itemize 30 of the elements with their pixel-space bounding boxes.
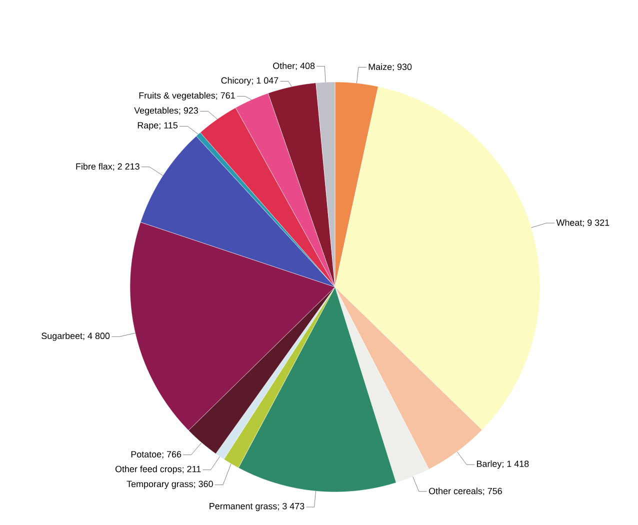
slice-label: Sugarbeet xyxy=(42,332,82,341)
data-label: ; 1 418 xyxy=(502,460,529,468)
slice-label: Wheat xyxy=(556,219,582,226)
slice-label: Barley xyxy=(476,460,502,469)
slice-label: Potatoe xyxy=(131,451,162,458)
slice-label: Fruits & vegetables xyxy=(139,92,216,100)
data-label: ; 2 213 xyxy=(113,163,140,171)
data-label: ; 756 xyxy=(483,488,502,496)
data-label: ; 408 xyxy=(296,62,315,70)
data-label: ; 360 xyxy=(194,480,213,488)
slice-label: Maize xyxy=(368,63,392,70)
data-label: ; 761 xyxy=(216,92,235,100)
slice-label: Vegetables xyxy=(134,107,178,116)
slice-label: Temporary grass xyxy=(126,480,194,489)
slice-label: Rape xyxy=(138,122,158,130)
slice-label: Other xyxy=(273,62,295,69)
data-label: ; 9 321 xyxy=(582,219,610,227)
data-label: ; 923 xyxy=(179,107,198,115)
data-label: ; 766 xyxy=(162,451,182,459)
slice-label: Fibre flax xyxy=(76,163,112,170)
data-label: ; 3 473 xyxy=(278,502,304,510)
slice-label: Other cereals xyxy=(429,488,482,494)
slice-label: Chicory xyxy=(221,77,252,86)
slice-label: Other feed crops xyxy=(115,466,182,474)
data-label: ; 1 047 xyxy=(252,77,278,85)
data-label: ; 115 xyxy=(159,122,178,130)
slice-label: Permanent grass xyxy=(210,503,277,512)
data-label: ; 930 xyxy=(392,64,412,72)
data-label: ; 211 xyxy=(182,466,201,474)
data-label: ; 4 800 xyxy=(83,332,110,340)
